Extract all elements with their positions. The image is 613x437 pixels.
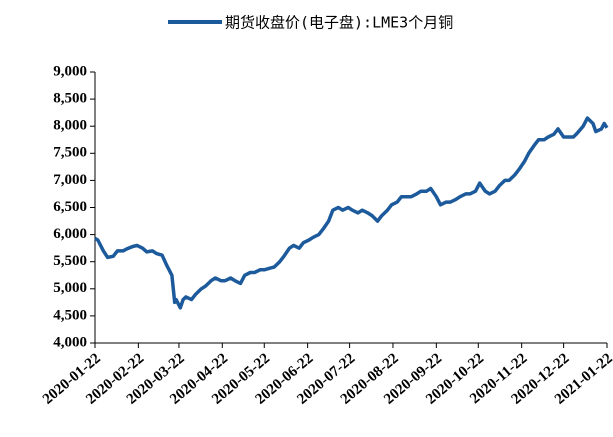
y-tick-label: 5,500 (53, 253, 87, 269)
data-line (94, 116, 609, 310)
y-tick-label: 5,000 (53, 280, 87, 296)
y-tick-label: 9,000 (53, 63, 87, 79)
y-tick-label: 7,000 (53, 172, 87, 188)
y-tick-label: 7,500 (53, 145, 87, 161)
y-tick-label: 6,000 (53, 226, 87, 242)
y-tick-label: 8,000 (53, 118, 87, 134)
legend-label: 期货收盘价(电子盘):LME3个月铜 (225, 14, 453, 32)
y-tick-label: 4,500 (53, 307, 87, 323)
y-tick-label: 8,500 (53, 91, 87, 107)
y-tick-label: 4,000 (53, 334, 87, 350)
y-tick-label: 6,500 (53, 199, 87, 215)
